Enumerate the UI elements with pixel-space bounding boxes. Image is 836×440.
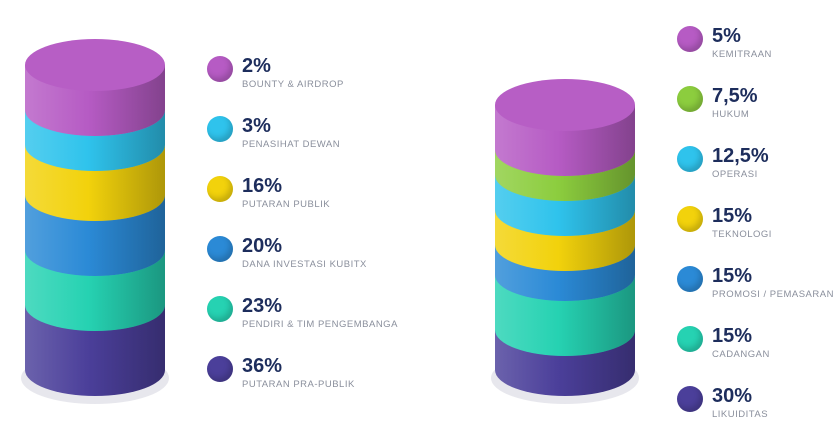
legend-item: 15% CADANGAN	[677, 322, 836, 362]
legend-item: 15% PROMOSI / PEMASARAN	[677, 262, 836, 302]
legend-percent: 30%	[712, 385, 753, 407]
legend-percent: 2%	[242, 55, 271, 77]
legend-dot-icon	[207, 356, 233, 382]
legend-label: CADANGAN	[712, 349, 770, 360]
legend-label: BOUNTY & AIRDROP	[242, 79, 344, 90]
cylinder-layer-1	[495, 79, 635, 176]
cylinder-side	[25, 305, 165, 396]
stacked-cylinder-chart-left	[21, 39, 169, 404]
legend-percent: 20%	[242, 235, 283, 257]
legend-percent: 7,5%	[712, 85, 758, 107]
legend-percent: 3%	[242, 115, 271, 137]
legend-item: 36% PUTARAN PRA-PUBLIK	[207, 352, 367, 392]
legend-item: 5% KEMITRAAN	[677, 22, 836, 62]
legend-dot-icon	[207, 56, 233, 82]
legend-dot-icon	[677, 386, 703, 412]
legend-label: DANA INVESTASI KUBITX	[242, 259, 367, 270]
legend-dot-icon	[207, 236, 233, 262]
legend-dot-icon	[207, 176, 233, 202]
legend-label: LIKUIDITAS	[712, 409, 769, 420]
legend-percent: 36%	[242, 355, 283, 377]
legend-item: 3% PENASIHAT DEWAN	[207, 112, 367, 152]
legend-label: TEKNOLOGI	[712, 229, 772, 240]
legend-percent: 16%	[242, 175, 283, 197]
legend-label: OPERASI	[712, 169, 758, 180]
legend-item: 2% BOUNTY & AIRDROP	[207, 52, 367, 92]
legend-dot-icon	[677, 266, 703, 292]
legend-percent: 15%	[712, 325, 753, 347]
legend-item: 16% PUTARAN PUBLIK	[207, 172, 367, 212]
legend-dot-icon	[677, 326, 703, 352]
legend-item: 7,5% HUKUM	[677, 82, 836, 122]
legend-item: 30% LIKUIDITAS	[677, 382, 836, 422]
legend-label: PENDIRI & TIM PENGEMBANGA	[242, 319, 398, 330]
legend-dot-icon	[207, 116, 233, 142]
legend-percent: 23%	[242, 295, 283, 317]
legend-label: KEMITRAAN	[712, 49, 772, 60]
legend-item: 20% DANA INVESTASI KUBITX	[207, 232, 367, 272]
legend-label: PROMOSI / PEMASARAN	[712, 289, 834, 300]
legend-dot-icon	[677, 146, 703, 172]
legend-percent: 12,5%	[712, 145, 769, 167]
legend-percent: 15%	[712, 265, 753, 287]
legend-dot-icon	[677, 26, 703, 52]
cylinder-top	[495, 79, 635, 131]
legend-percent: 5%	[712, 25, 741, 47]
cylinder-top	[25, 39, 165, 91]
stacked-cylinder-chart-right	[491, 79, 639, 404]
legend-item: 15% TEKNOLOGI	[677, 202, 836, 242]
legend-item: 12,5% OPERASI	[677, 142, 836, 182]
legend-percent: 15%	[712, 205, 753, 227]
legend-label: HUKUM	[712, 109, 750, 120]
legend-dot-icon	[677, 206, 703, 232]
legend-label: PENASIHAT DEWAN	[242, 139, 341, 150]
cylinder-layer-1	[25, 39, 165, 136]
legend-label: PUTARAN PRA-PUBLIK	[242, 379, 355, 390]
legend-dot-icon	[677, 86, 703, 112]
legend-label: PUTARAN PUBLIK	[242, 199, 331, 210]
legend-item: 23% PENDIRI & TIM PENGEMBANGA	[207, 292, 397, 332]
legend-dot-icon	[207, 296, 233, 322]
